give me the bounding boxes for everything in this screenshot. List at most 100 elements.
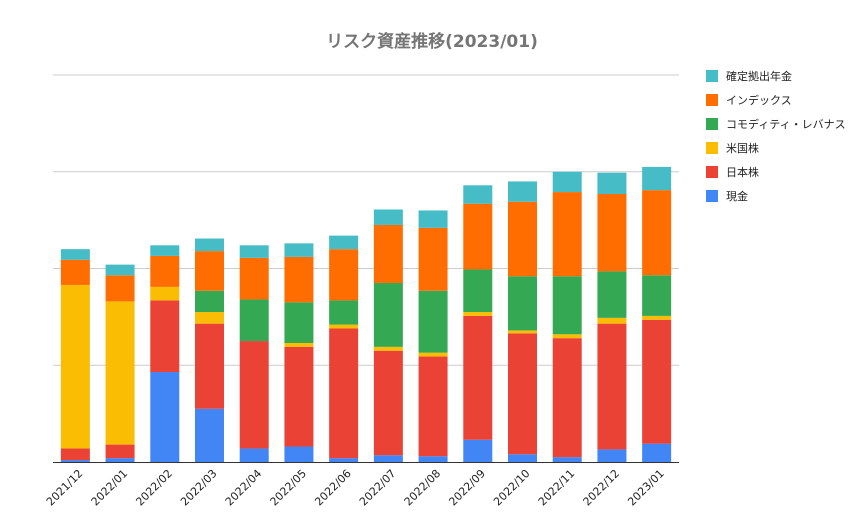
bar-stack bbox=[105, 264, 135, 462]
bar-segment bbox=[463, 185, 493, 204]
bar-segment bbox=[150, 245, 180, 256]
bar-segment bbox=[150, 286, 180, 301]
x-tick-label: 2022/04 bbox=[223, 467, 265, 509]
bar-stack bbox=[284, 243, 314, 462]
bar-segment bbox=[329, 328, 359, 459]
legend-item: 米国株 bbox=[706, 136, 846, 160]
bar-segment bbox=[239, 448, 269, 462]
bar-stack bbox=[373, 209, 403, 462]
bar-segment bbox=[284, 342, 314, 347]
bar-segment bbox=[105, 301, 135, 445]
bar-segment bbox=[284, 446, 314, 462]
bar-stack bbox=[418, 210, 448, 462]
bar-segment bbox=[418, 352, 448, 357]
bar-segment bbox=[373, 224, 403, 284]
bar-segment bbox=[60, 284, 90, 449]
bar-segment bbox=[373, 283, 403, 347]
bar-segment bbox=[195, 323, 224, 409]
x-tick-label: 2022/11 bbox=[536, 467, 578, 509]
legend-label: 日本株 bbox=[726, 166, 759, 179]
bar-segment bbox=[329, 249, 359, 301]
chart-title: リスク資産推移(2023/01) bbox=[326, 32, 538, 52]
x-tick-label: 2022/02 bbox=[133, 467, 175, 509]
bar-segment bbox=[105, 458, 135, 462]
bar-segment bbox=[418, 227, 448, 291]
bar-segment bbox=[508, 201, 537, 277]
bar-segment bbox=[105, 444, 135, 459]
bar-segment bbox=[239, 299, 269, 342]
legend-item: 確定拠出年金 bbox=[706, 64, 846, 88]
legend-label: インデックス bbox=[726, 94, 792, 107]
bar-segment bbox=[597, 317, 627, 324]
bar-segment bbox=[642, 443, 672, 462]
bar-segment bbox=[552, 276, 582, 335]
legend-item: 現金 bbox=[706, 184, 846, 208]
x-tick-label: 2021/12 bbox=[44, 467, 86, 509]
bar-segment bbox=[597, 323, 627, 450]
x-tick-label: 2022/12 bbox=[581, 467, 623, 509]
bar-stack bbox=[597, 172, 627, 462]
bar-segment bbox=[239, 257, 269, 300]
bar-stack bbox=[150, 245, 180, 462]
x-axis: 2021/12 2022/01 2022/02 2022/03 2022/04 2022/… bbox=[44, 462, 679, 509]
bar-stack bbox=[642, 166, 672, 462]
bar-segment bbox=[508, 330, 537, 334]
legend-swatch bbox=[706, 94, 718, 106]
bar-segment bbox=[463, 203, 493, 270]
bar-segment bbox=[597, 271, 627, 318]
bar-segment bbox=[552, 192, 582, 277]
bar-stack bbox=[508, 181, 537, 462]
x-tick-label: 2022/06 bbox=[312, 467, 354, 509]
bar-segment bbox=[60, 460, 90, 462]
bar-segment bbox=[552, 457, 582, 462]
bar-segment bbox=[418, 456, 448, 462]
legend-label: 現金 bbox=[726, 190, 748, 203]
legend-item: インデックス bbox=[706, 88, 846, 112]
bar-stack bbox=[552, 171, 582, 462]
x-tick-label: 2022/08 bbox=[402, 467, 444, 509]
legend-swatch bbox=[706, 166, 718, 178]
bar-segment bbox=[284, 256, 314, 303]
bar-segment bbox=[373, 346, 403, 351]
legend-swatch bbox=[706, 142, 718, 154]
bar-segment bbox=[642, 190, 672, 276]
bar-segment bbox=[508, 333, 537, 455]
bar-segment bbox=[418, 290, 448, 353]
bar-segment bbox=[150, 300, 180, 373]
bar-segment bbox=[373, 209, 403, 225]
x-tick-label: 2022/09 bbox=[446, 467, 488, 509]
bar-segment bbox=[195, 290, 224, 313]
bar-segment bbox=[597, 172, 627, 195]
bar-segment bbox=[642, 319, 672, 444]
x-tick-label: 2022/05 bbox=[268, 467, 310, 509]
legend-label: コモディティ・レバナス bbox=[726, 118, 846, 131]
bar-segment bbox=[60, 259, 90, 285]
bar-segment bbox=[418, 356, 448, 457]
bar-stack bbox=[329, 235, 359, 462]
legend-label: 確定拠出年金 bbox=[726, 70, 792, 83]
legend-swatch bbox=[706, 190, 718, 202]
bar-segment bbox=[597, 194, 627, 272]
bar-segment bbox=[60, 448, 90, 461]
bar-segment bbox=[552, 171, 582, 193]
bar-segment bbox=[284, 243, 314, 257]
x-tick-label: 2022/03 bbox=[178, 467, 220, 509]
bar-segment bbox=[552, 334, 582, 339]
bar-segment bbox=[597, 449, 627, 462]
bar-segment bbox=[329, 235, 359, 250]
bar-segment bbox=[60, 249, 90, 260]
bar-segment bbox=[284, 346, 314, 447]
bar-segment bbox=[195, 251, 224, 291]
x-tick-label: 2022/01 bbox=[89, 467, 131, 509]
legend-swatch bbox=[706, 118, 718, 130]
bar-segment bbox=[105, 275, 135, 302]
bar-stacks bbox=[60, 166, 672, 462]
gridlines bbox=[53, 74, 679, 366]
bar-segment bbox=[552, 338, 582, 458]
x-tick-label: 2022/07 bbox=[357, 467, 399, 509]
bar-stack bbox=[463, 185, 493, 462]
bar-segment bbox=[508, 181, 537, 202]
bar-segment bbox=[508, 276, 537, 331]
legend-item: 日本株 bbox=[706, 160, 846, 184]
